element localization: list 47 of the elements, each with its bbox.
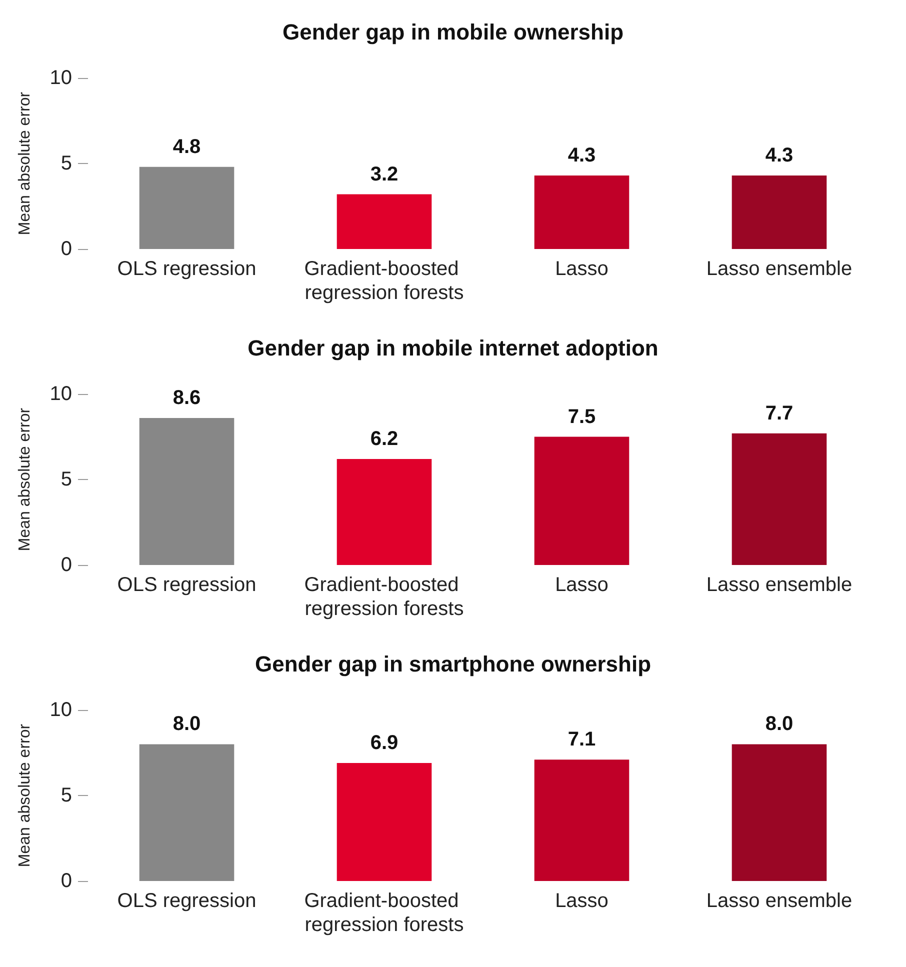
x-tick-label: OLS regression [117, 890, 256, 912]
data-label: 7.5 [568, 406, 596, 428]
data-label: 8.0 [172, 713, 201, 736]
x-tick-label: Lasso [555, 890, 608, 912]
x-tick-label: Lasso [555, 574, 608, 596]
chart-title: Gender gap in mobile ownership [282, 20, 624, 44]
y-tick-label: 10 [50, 699, 72, 721]
data-label: 4.3 [568, 144, 596, 166]
y-tick-label: 10 [50, 67, 72, 89]
data-label: 7.7 [765, 402, 794, 424]
y-tick-label: 0 [60, 870, 72, 892]
chart-title: Gender gap in mobile internet adoption [248, 336, 658, 360]
y-tick-label: 10 [50, 383, 72, 405]
data-label: 4.3 [765, 144, 794, 166]
chart-title: Gender gap in smartphone ownership [254, 652, 652, 676]
data-label: 8.6 [172, 386, 201, 409]
bar [534, 436, 630, 565]
y-tick-label: 5 [60, 784, 72, 806]
y-axis-title: Mean absolute error [16, 91, 34, 236]
bar [336, 194, 432, 249]
y-tick-label: 0 [60, 554, 72, 576]
x-tick-label: Lasso ensemble [706, 890, 852, 912]
x-tick-label: Gradient-boosted regression forests [304, 258, 464, 304]
y-tick-label: 0 [60, 238, 72, 260]
x-tick-label: Lasso [555, 258, 608, 280]
data-label: 8.0 [765, 713, 794, 736]
bar [139, 418, 234, 565]
y-tick-label: 5 [60, 468, 72, 490]
x-tick-label: Gradient-boosted regression forests [304, 890, 464, 936]
y-axis-title: Mean absolute error [16, 723, 34, 868]
bar [534, 175, 630, 249]
data-label: 3.2 [370, 163, 398, 186]
y-axis-title: Mean absolute error [16, 407, 34, 552]
bar [336, 458, 432, 565]
y-tick-label: 5 [60, 152, 72, 174]
data-label: 6.2 [370, 428, 398, 450]
x-tick-label: Gradient-boosted regression forests [304, 574, 464, 620]
bar [139, 166, 234, 249]
data-label: 6.9 [370, 732, 398, 754]
bar [732, 433, 827, 565]
bar [732, 175, 827, 249]
x-tick-label: OLS regression [117, 258, 256, 280]
x-tick-label: OLS regression [117, 574, 256, 596]
data-label: 4.8 [172, 136, 201, 158]
data-label: 7.1 [568, 728, 596, 751]
x-tick-label: Lasso ensemble [706, 258, 852, 280]
x-tick-label: Lasso ensemble [706, 574, 852, 596]
